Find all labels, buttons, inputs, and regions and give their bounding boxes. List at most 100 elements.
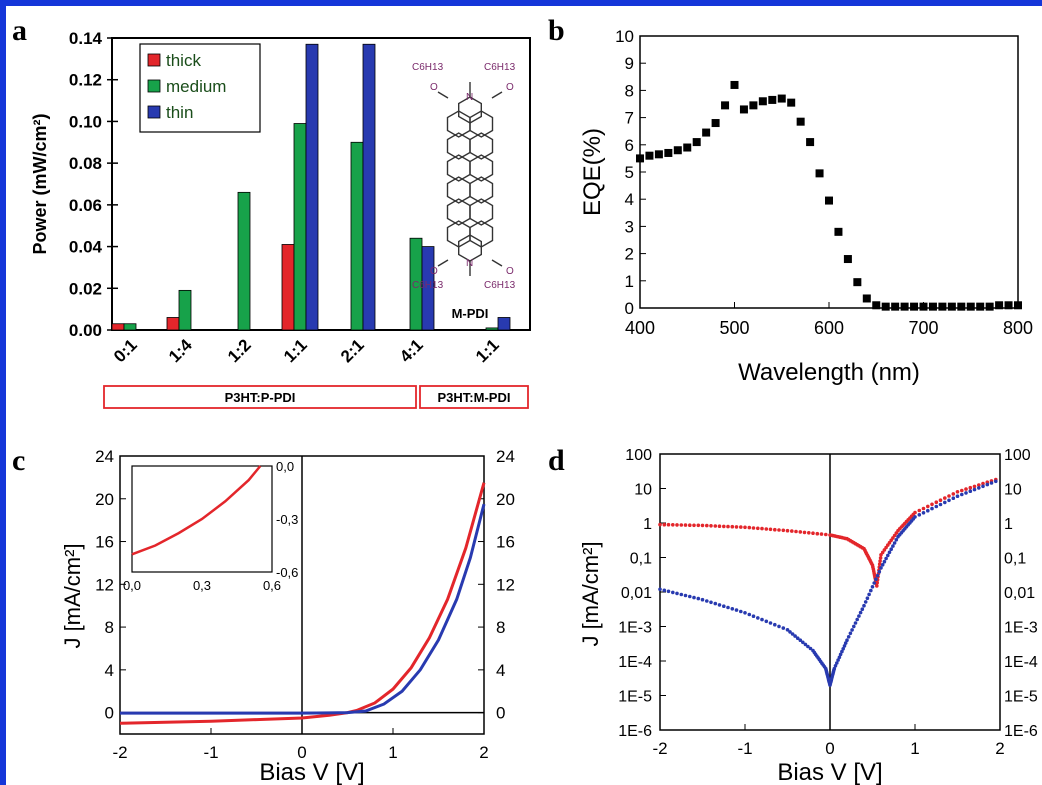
panel-a-category-label: 4:1 xyxy=(396,335,427,366)
panel-d-point-1 xyxy=(850,628,854,632)
eqe-point xyxy=(938,302,947,311)
eqe-point xyxy=(928,302,937,311)
panel-b-ytick-label: 8 xyxy=(625,81,634,100)
eqe-point xyxy=(758,97,767,106)
panel-d-ytick-label: 0,1 xyxy=(630,551,652,568)
panel-b-xtick-label: 500 xyxy=(719,318,749,338)
panel-d-point-1 xyxy=(877,569,882,574)
molecule-atom-label: O xyxy=(506,82,514,93)
panel-d-point-1 xyxy=(879,566,883,570)
panel-d-point-1 xyxy=(846,635,851,639)
panel-d-ytick-label: 10 xyxy=(634,482,652,499)
panel-d-point-1 xyxy=(947,498,951,503)
molecule-ring xyxy=(469,176,494,204)
group-box-1 xyxy=(419,385,529,409)
panel-letter-d: d xyxy=(548,444,565,477)
panel-d-point-0 xyxy=(951,492,956,496)
top-border xyxy=(0,0,1042,6)
panel-d-point-1 xyxy=(764,619,769,624)
panel-d-point-1 xyxy=(734,608,739,612)
panel-d-ytick-label: 100 xyxy=(625,447,652,464)
panel-d-point-0 xyxy=(692,523,696,528)
panel-d-point-0 xyxy=(696,523,701,528)
eqe-point xyxy=(749,101,758,110)
molecule-label: M-PDI xyxy=(452,306,489,321)
panel-c-right-ytick-label: 12 xyxy=(496,575,515,594)
panel-d-point-1 xyxy=(869,588,873,593)
panel-d-point-1 xyxy=(781,626,786,630)
panel-b-ytick-label: 7 xyxy=(625,109,634,128)
panel-d-point-1 xyxy=(793,634,797,638)
bar-thick-0 xyxy=(111,323,125,331)
panel-b-ytick-label: 6 xyxy=(625,136,634,155)
inset-xtick-label: 0,6 xyxy=(263,578,281,593)
eqe-point xyxy=(673,146,682,155)
panel-d-point-1 xyxy=(838,652,843,657)
panel-b-xtick-label: 700 xyxy=(908,318,938,338)
bar-thin-6 xyxy=(497,317,511,331)
panel-d-point-0 xyxy=(781,528,786,533)
panel-d-point-1 xyxy=(747,612,752,617)
panel-d-right-ytick-label: 100 xyxy=(1004,447,1031,464)
panel-d-point-0 xyxy=(790,529,794,533)
panel-a-ytick-label: 0.10 xyxy=(69,112,102,131)
molecule-bond xyxy=(437,259,449,267)
panel-d-point-1 xyxy=(867,592,871,597)
eqe-point xyxy=(768,95,777,104)
panel-b-ytick-label: 5 xyxy=(625,163,634,182)
panel-d-point-0 xyxy=(764,527,769,531)
molecule-atom-label: C6H13 xyxy=(412,62,444,73)
panel-b-ytick-label: 10 xyxy=(615,27,634,46)
panel-d-point-0 xyxy=(679,523,684,527)
inset-ytick-label: 0,0 xyxy=(276,459,294,474)
panel-d-point-1 xyxy=(777,624,781,629)
panel-d-point-1 xyxy=(875,573,880,578)
bar-thin-5 xyxy=(421,246,435,331)
panel-d-point-0 xyxy=(671,523,675,527)
panel-d-point-1 xyxy=(964,491,968,495)
panel-c-ylabel: J [mA/cm²] xyxy=(60,543,85,648)
legend-label-medium: medium xyxy=(166,77,226,96)
panel-d-xlabel: Bias V [V] xyxy=(777,759,882,785)
bar-medium-2 xyxy=(237,191,251,331)
panel-d-point-1 xyxy=(852,624,856,629)
eqe-point xyxy=(815,169,824,178)
panel-b-ytick-label: 3 xyxy=(625,217,634,236)
panel-d-point-1 xyxy=(891,544,895,548)
panel-letter-a: a xyxy=(12,14,27,47)
panel-d-point-1 xyxy=(675,591,679,596)
panel-c-xtick-label: -2 xyxy=(112,743,127,762)
panel-d-point-0 xyxy=(960,488,964,493)
panel-d-ytick-label: 0,01 xyxy=(621,585,652,602)
panel-d-point-1 xyxy=(857,614,861,618)
panel-d-point-0 xyxy=(938,498,943,503)
panel-d-point-1 xyxy=(855,617,859,622)
panel-d-xtick-label: -2 xyxy=(652,739,667,758)
panel-d-point-1 xyxy=(960,492,964,497)
molecule-ring xyxy=(469,110,494,138)
molecule-atom-label: N xyxy=(466,92,473,103)
panel-d-point-0 xyxy=(802,530,807,535)
panel-d-point-0 xyxy=(972,484,977,489)
panel-d-point-1 xyxy=(841,647,845,651)
eqe-point xyxy=(806,138,815,147)
panel-d-point-1 xyxy=(709,600,713,605)
panel-d-point-1 xyxy=(863,600,868,604)
eqe-point xyxy=(692,138,701,147)
panel-d-point-1 xyxy=(887,550,892,555)
panel-d-point-0 xyxy=(947,494,951,498)
panel-d-point-0 xyxy=(824,532,828,537)
molecule-atom-label: O xyxy=(506,266,514,277)
panel-a-plot-frame xyxy=(111,37,531,331)
panel-d-xtick-label: 2 xyxy=(995,739,1004,758)
panel-d-right-ytick-label: 1E-4 xyxy=(1004,654,1038,671)
panel-c-xtick-label: 0 xyxy=(297,743,306,762)
panel-a-category-label: 1:1 xyxy=(472,335,503,366)
panel-b-ytick-label: 4 xyxy=(625,190,634,209)
molecule-ring xyxy=(469,154,494,182)
eqe-point xyxy=(976,302,985,311)
group-box-label-0: P3HT:P-PDI xyxy=(225,390,296,405)
panel-d-point-0 xyxy=(734,525,739,529)
eqe-point xyxy=(739,105,748,114)
panel-a-ytick-label: 0.12 xyxy=(69,71,102,90)
